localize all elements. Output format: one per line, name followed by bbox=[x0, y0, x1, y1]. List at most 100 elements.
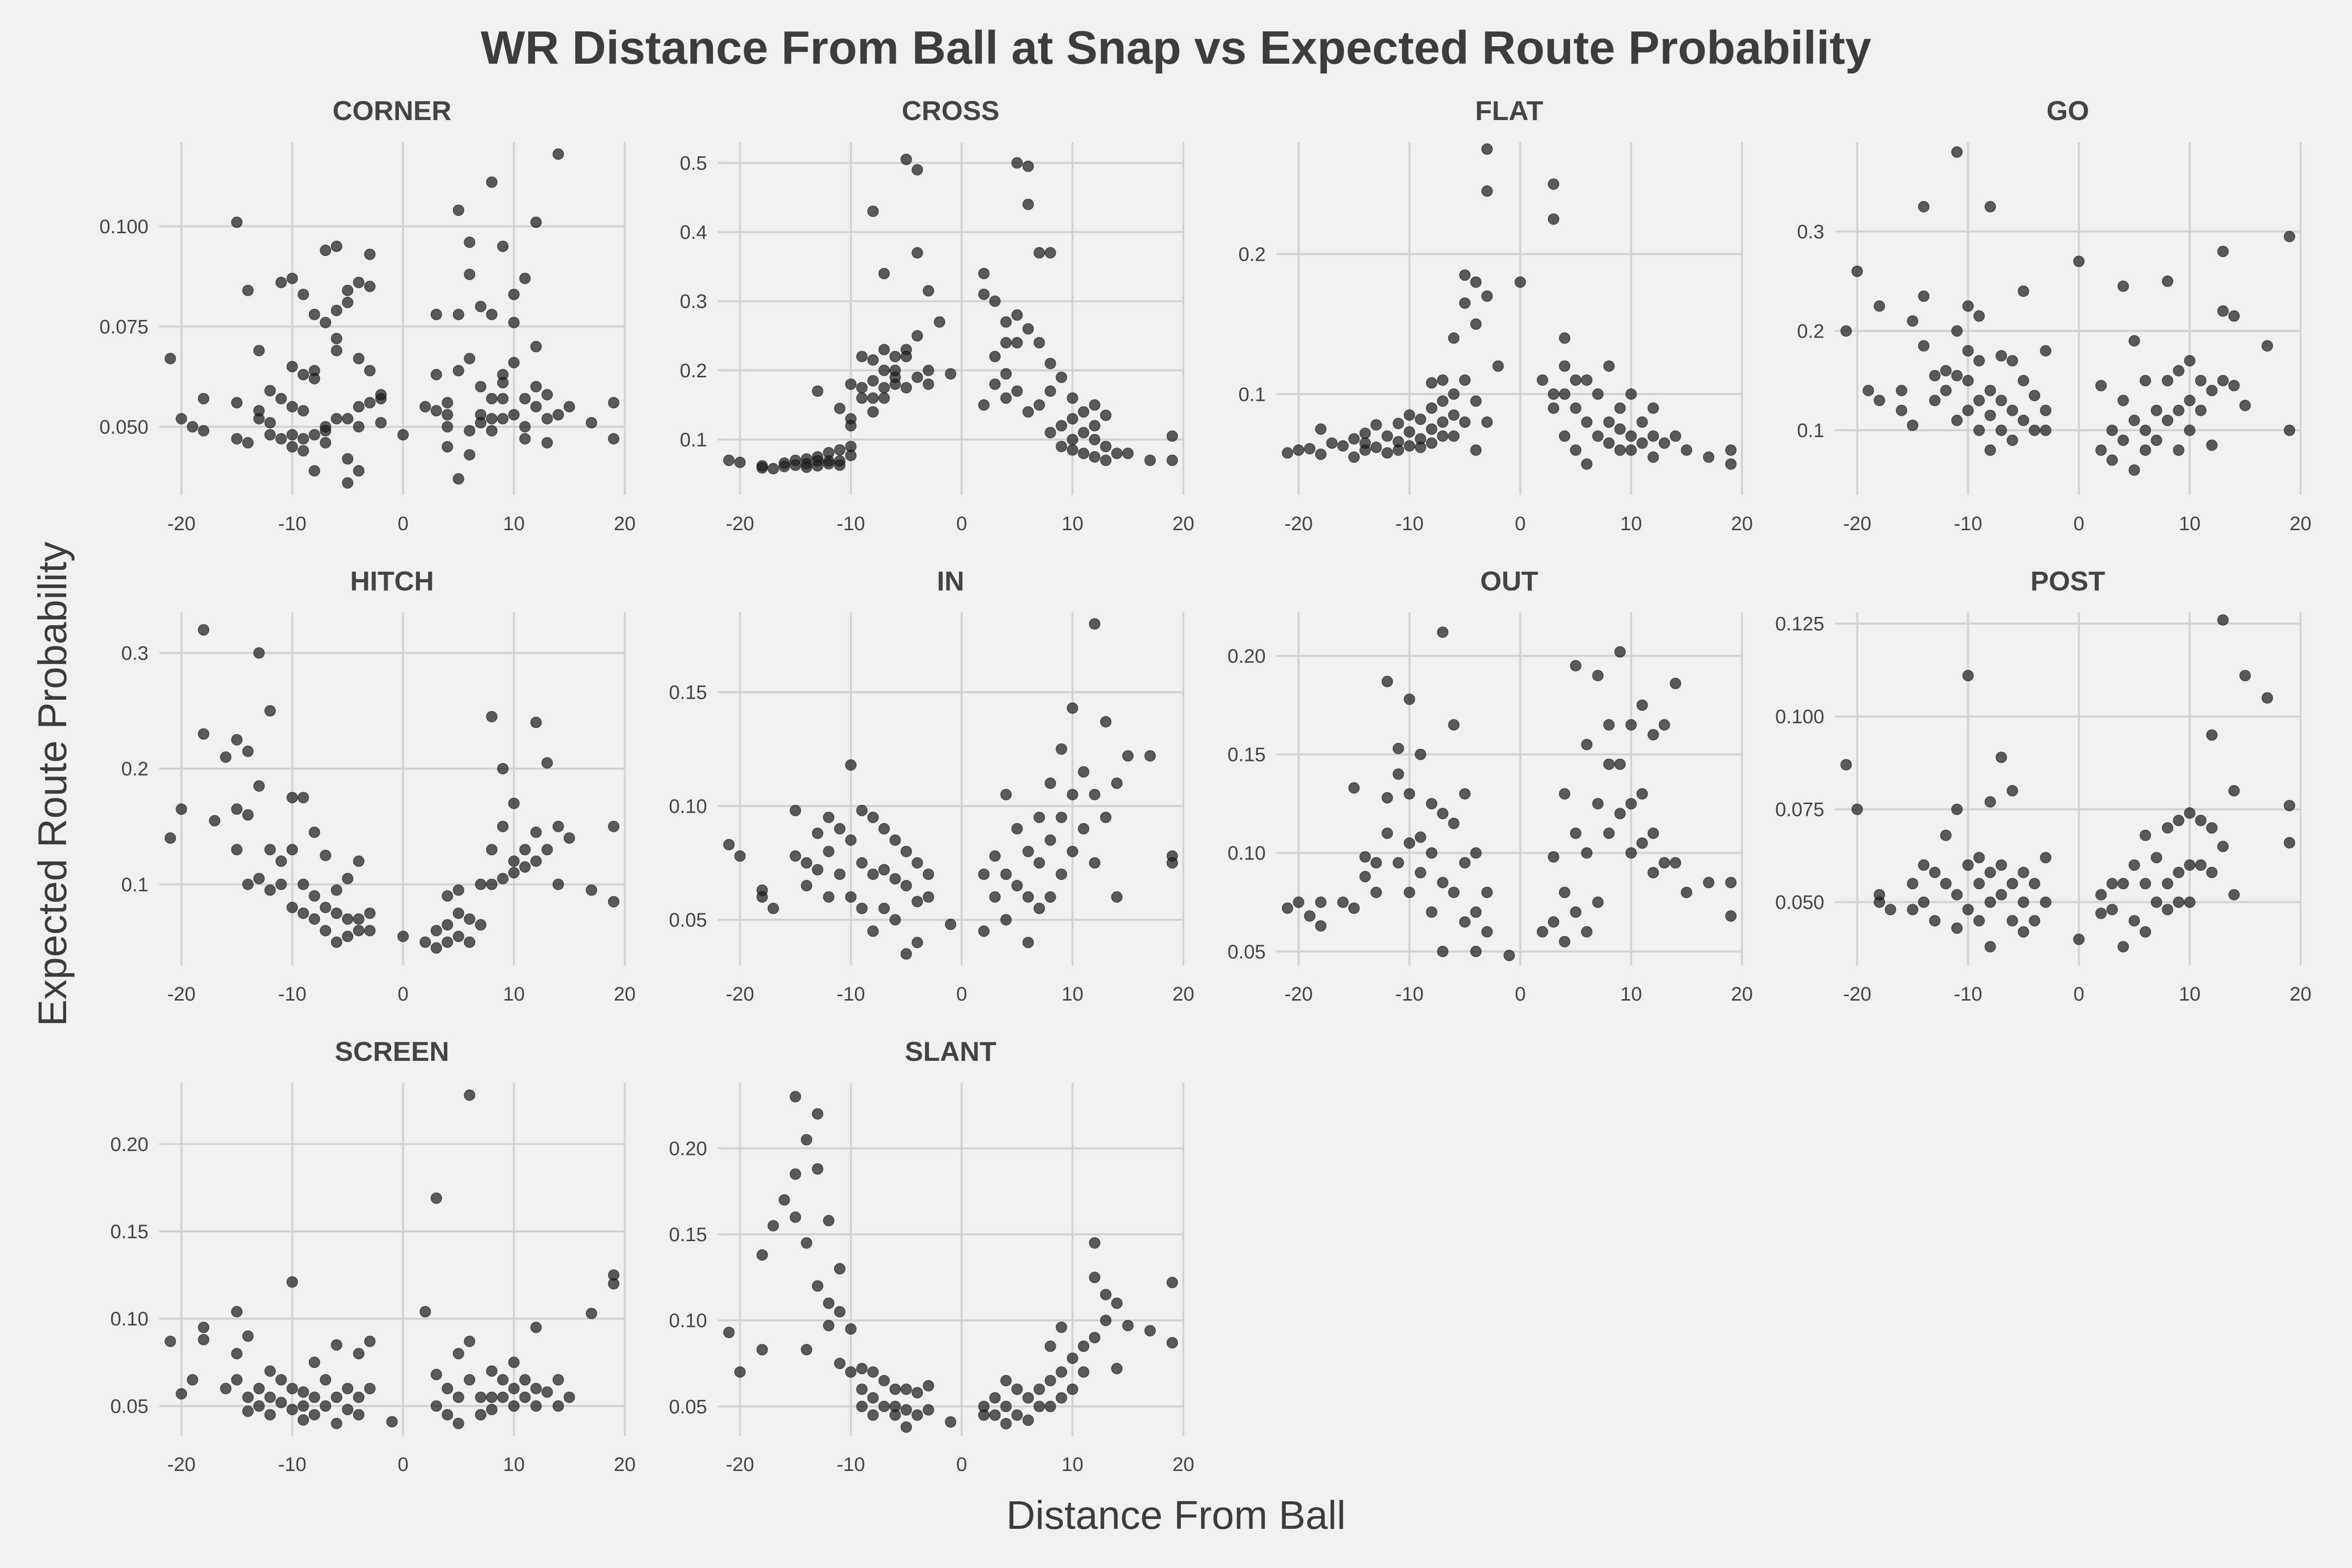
scatter-point bbox=[331, 413, 343, 425]
scatter-point bbox=[1481, 290, 1493, 302]
scatter-point bbox=[1907, 419, 1919, 431]
scatter-point bbox=[1669, 678, 1682, 689]
scatter-point bbox=[923, 365, 934, 376]
x-tick-label: 10 bbox=[1062, 983, 1084, 1005]
scatter-point bbox=[923, 891, 934, 903]
scatter-point bbox=[530, 826, 542, 838]
scatter-point bbox=[464, 936, 476, 948]
scatter-point bbox=[1995, 751, 2008, 763]
scatter-point bbox=[253, 1383, 265, 1395]
scatter-point bbox=[2007, 915, 2018, 927]
scatter-point bbox=[530, 401, 542, 413]
scatter-point bbox=[2040, 852, 2052, 863]
scatter-point bbox=[1011, 157, 1023, 169]
scatter-point bbox=[197, 1334, 210, 1346]
scatter-point bbox=[1962, 859, 1974, 871]
scatter-point bbox=[723, 839, 735, 851]
scatter-point bbox=[486, 844, 498, 856]
scatter-point bbox=[253, 780, 265, 792]
scatter-point bbox=[353, 401, 365, 413]
scatter-point bbox=[1000, 868, 1012, 880]
scatter-point bbox=[2184, 355, 2196, 367]
scatter-point bbox=[1940, 365, 1952, 377]
scatter-point bbox=[889, 1383, 901, 1395]
scatter-point bbox=[297, 289, 309, 300]
scatter-point bbox=[319, 849, 332, 861]
facet-title-hitch: HITCH bbox=[350, 565, 434, 596]
x-tick-label: 10 bbox=[1062, 1454, 1084, 1475]
scatter-point bbox=[778, 1194, 790, 1206]
scatter-point bbox=[1962, 404, 1974, 416]
scatter-point bbox=[319, 425, 332, 437]
x-tick-label: 20 bbox=[614, 983, 636, 1005]
scatter-point bbox=[1929, 369, 1941, 382]
scatter-point bbox=[1044, 777, 1056, 789]
scatter-point bbox=[1984, 409, 1996, 421]
scatter-point bbox=[164, 1335, 176, 1348]
scatter-point bbox=[1918, 859, 1930, 871]
scatter-point bbox=[1089, 1332, 1101, 1344]
y-tick-label: 0.15 bbox=[669, 682, 707, 704]
scatter-point bbox=[519, 1391, 531, 1403]
scatter-point bbox=[552, 148, 564, 160]
scatter-point bbox=[1559, 788, 1570, 800]
scatter-point bbox=[1044, 891, 1056, 903]
scatter-point bbox=[541, 389, 553, 401]
scatter-point bbox=[1973, 878, 1985, 890]
scatter-point bbox=[2161, 415, 2174, 426]
scatter-point bbox=[1559, 360, 1570, 372]
scatter-point bbox=[364, 925, 376, 936]
scatter-point bbox=[723, 454, 735, 466]
scatter-point bbox=[608, 1278, 620, 1290]
scatter-point bbox=[1415, 748, 1426, 760]
scatter-point bbox=[286, 902, 298, 913]
scatter-point bbox=[286, 441, 298, 453]
scatter-point bbox=[2184, 859, 2196, 871]
scatter-point bbox=[845, 834, 857, 846]
scatter-point bbox=[1111, 891, 1123, 903]
scatter-point bbox=[2095, 907, 2107, 919]
scatter-point bbox=[2007, 785, 2018, 797]
scatter-point bbox=[1437, 374, 1449, 386]
scatter-point bbox=[1614, 758, 1626, 770]
scatter-point bbox=[1393, 742, 1404, 755]
scatter-point bbox=[342, 296, 354, 309]
x-tick-label: -20 bbox=[167, 513, 196, 535]
scatter-point bbox=[253, 873, 265, 884]
scatter-point bbox=[231, 1306, 243, 1318]
scatter-point bbox=[1425, 906, 1438, 918]
scatter-point bbox=[834, 1357, 846, 1370]
scatter-point bbox=[1033, 1400, 1045, 1413]
scatter-point bbox=[1033, 399, 1045, 411]
scatter-point bbox=[1144, 454, 1156, 466]
scatter-point bbox=[2283, 230, 2296, 243]
scatter-point bbox=[1044, 247, 1056, 259]
x-tick-label: 0 bbox=[2073, 513, 2084, 535]
scatter-point bbox=[1044, 1374, 1056, 1387]
scatter-point bbox=[1437, 877, 1449, 888]
scatter-point bbox=[1592, 798, 1604, 809]
scatter-point bbox=[1569, 827, 1582, 839]
scatter-point bbox=[464, 1335, 476, 1348]
scatter-point bbox=[767, 903, 779, 914]
scatter-point bbox=[2217, 305, 2229, 317]
x-tick-label: 0 bbox=[1515, 513, 1525, 535]
scatter-point bbox=[308, 913, 320, 925]
scatter-point bbox=[1658, 857, 1670, 869]
scatter-point bbox=[486, 710, 498, 723]
scatter-point bbox=[923, 285, 934, 297]
scatter-point bbox=[364, 1383, 376, 1395]
y-tick-label: 0.20 bbox=[110, 1134, 148, 1155]
y-axis-title: Expected Route Probability bbox=[30, 541, 75, 1026]
scatter-point bbox=[2151, 852, 2162, 863]
scatter-point bbox=[1067, 413, 1078, 425]
scatter-point bbox=[464, 1089, 476, 1101]
scatter-point bbox=[508, 1356, 520, 1369]
scatter-point bbox=[1078, 766, 1090, 778]
scatter-point bbox=[1951, 803, 1963, 815]
scatter-point bbox=[2217, 840, 2229, 853]
scatter-point bbox=[353, 421, 365, 433]
scatter-point bbox=[1055, 441, 1067, 452]
scatter-point bbox=[2283, 800, 2296, 811]
scatter-point bbox=[1636, 437, 1648, 449]
